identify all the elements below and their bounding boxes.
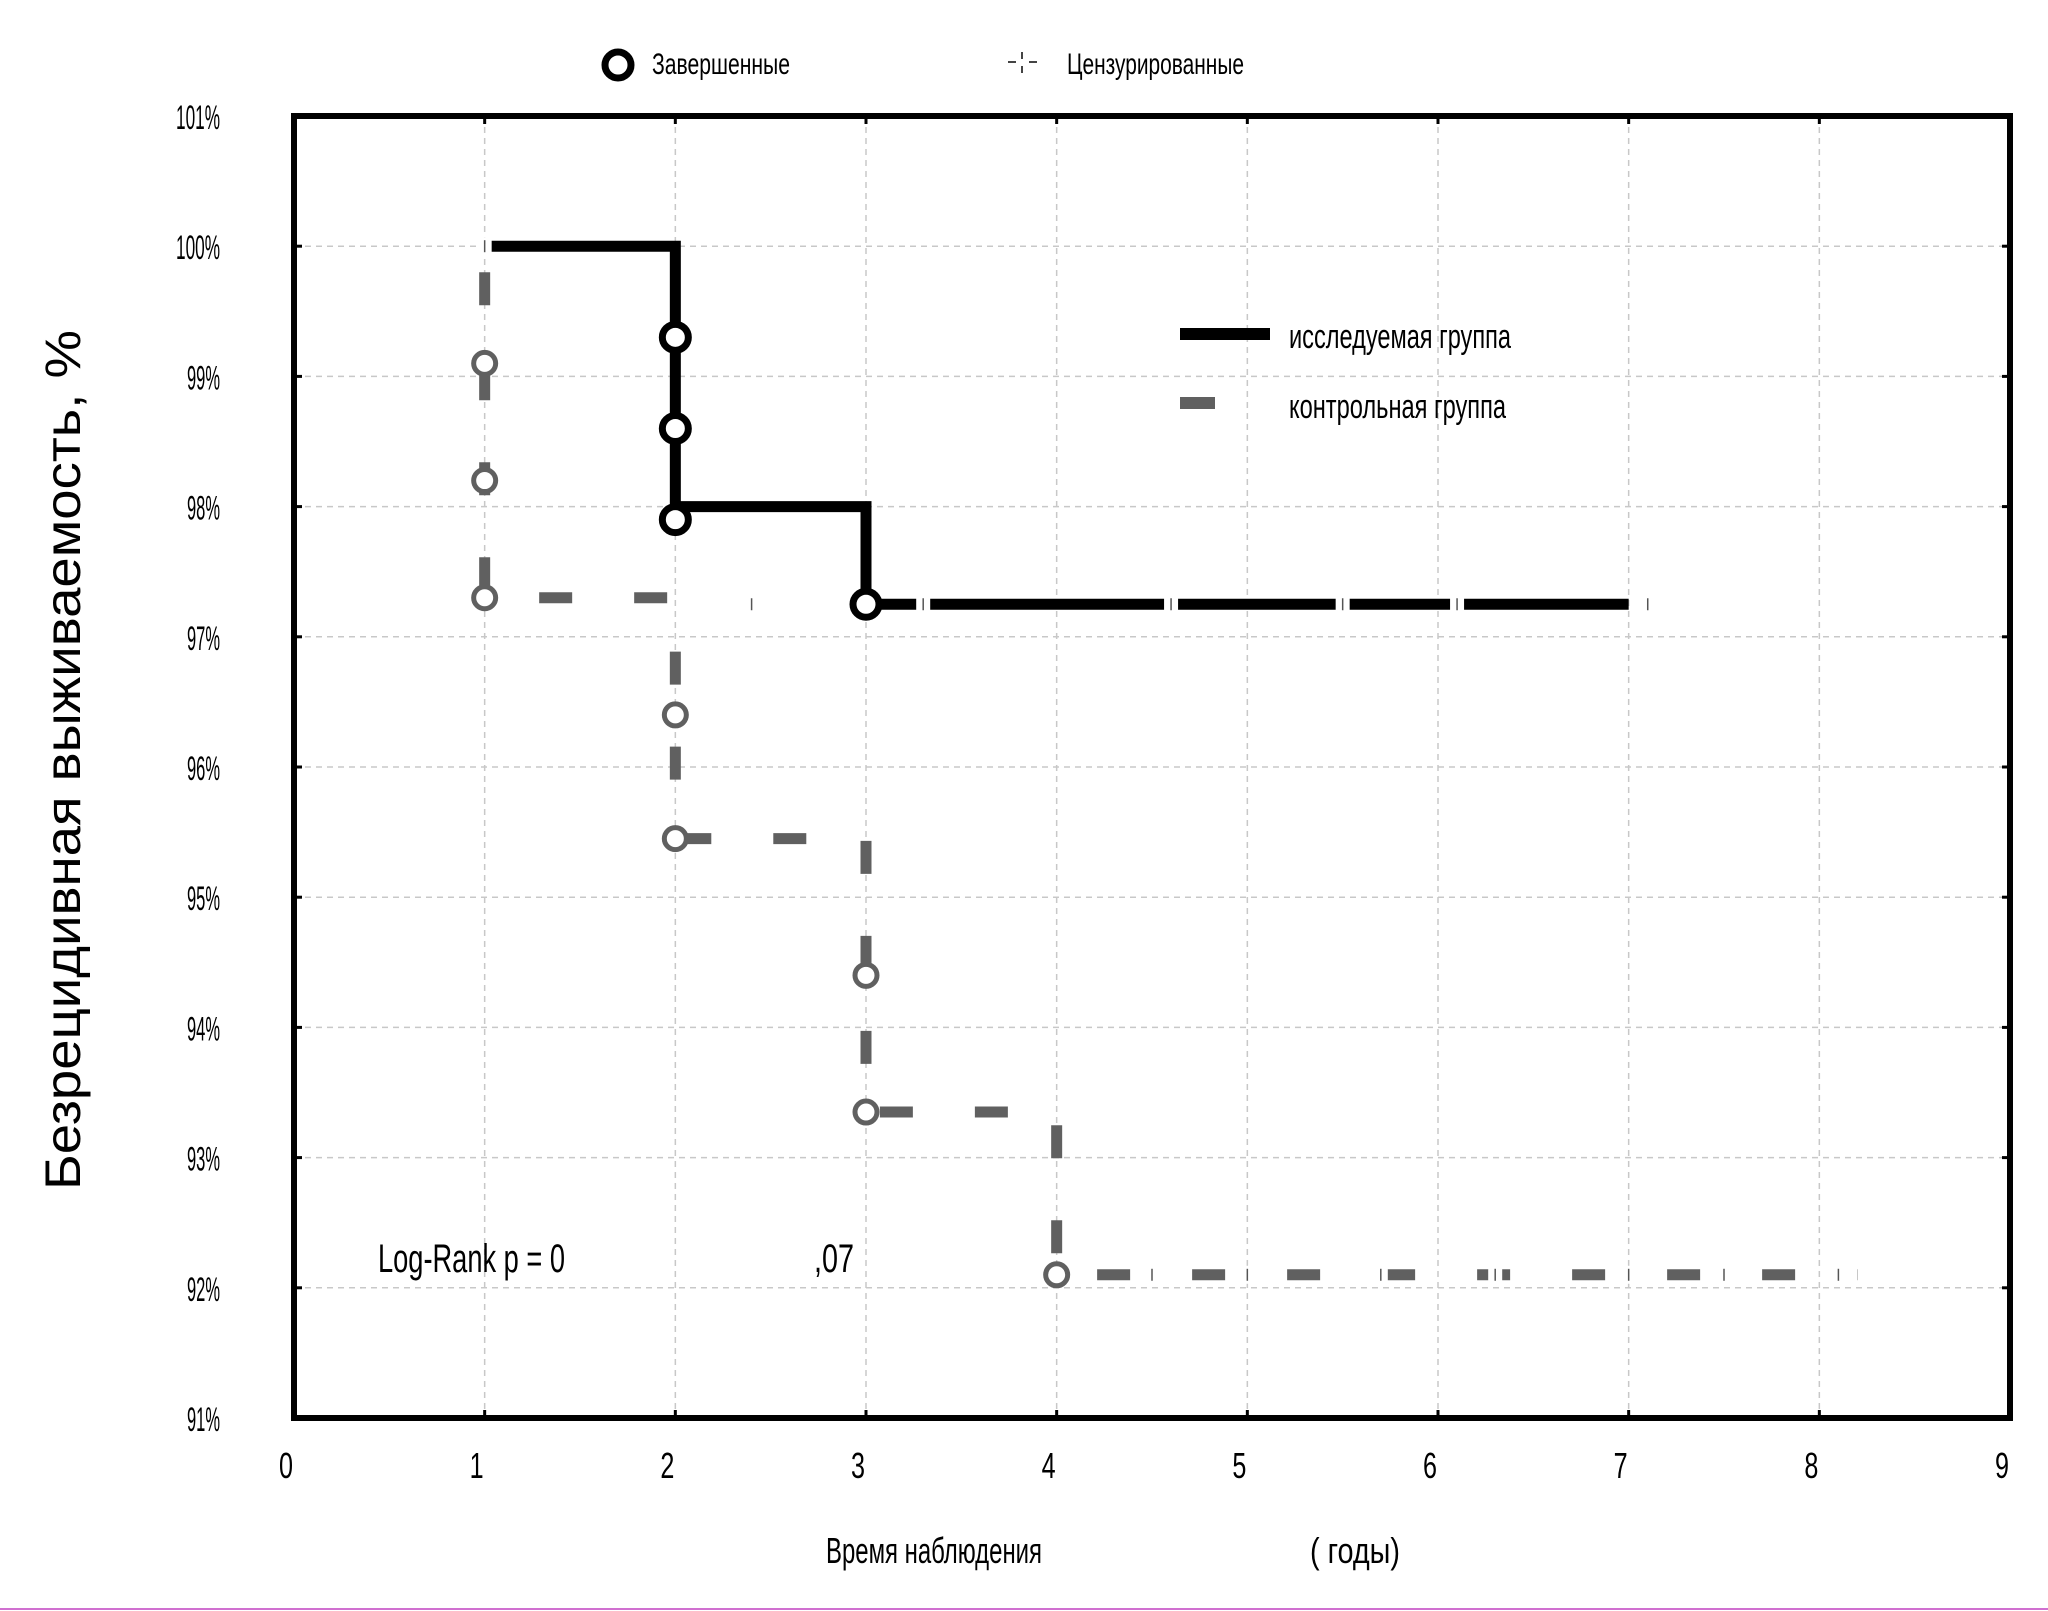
y-tick-label: 100%: [176, 229, 220, 267]
x-tick-label: 9: [1995, 1445, 2009, 1486]
completed-event-marker: [658, 320, 692, 354]
x-axis-ticks: 0 1 2 3 4 5 6 7 8 9: [279, 1445, 2009, 1486]
x-tick-label: 5: [1232, 1445, 1246, 1486]
bottom-border-line: [0, 1608, 2048, 1610]
completed-marker-icon: [601, 48, 635, 82]
y-tick-label: 101%: [176, 99, 220, 137]
series-layer: [471, 237, 1858, 1289]
x-axis-label: Время наблюдения: [826, 1530, 1042, 1571]
completed-event-marker: [661, 701, 689, 729]
y-axis-ticks: 91% 92% 93% 94% 95% 96% 97% 98% 99% 100% 101%: [176, 99, 220, 1439]
completed-event-marker: [471, 349, 499, 377]
log-rank-annotation: Log-Rank p = 0: [378, 1237, 565, 1281]
completed-event-marker: [658, 503, 692, 537]
y-tick-label: 99%: [187, 359, 220, 397]
y-tick-label: 93%: [187, 1141, 220, 1179]
completed-event-marker: [849, 587, 883, 621]
y-tick-label: 98%: [187, 490, 220, 528]
completed-event-marker: [1043, 1261, 1071, 1289]
study-group-legend-label: исследуемая группа: [1289, 318, 1511, 356]
y-tick-label: 97%: [187, 620, 220, 658]
censored-legend-label: Цензурированные: [1067, 48, 1244, 81]
x-tick-label: 4: [1042, 1445, 1056, 1486]
y-tick-label: 94%: [187, 1010, 220, 1048]
y-tick-label: 96%: [187, 750, 220, 788]
completed-event-marker: [471, 467, 499, 495]
series-line-control-group: [479, 272, 1858, 1281]
grid-lines: [291, 113, 2013, 1421]
y-tick-label: 91%: [187, 1401, 220, 1439]
x-tick-label: 2: [660, 1445, 674, 1486]
series-line-study-group: [484, 240, 1629, 610]
completed-event-marker: [658, 411, 692, 445]
x-axis-unit-label: ( годы): [1310, 1530, 1400, 1571]
completed-event-marker: [661, 825, 689, 853]
x-tick-label: 6: [1423, 1445, 1437, 1486]
y-tick-label: 92%: [187, 1271, 220, 1309]
plot-frame: [291, 113, 2013, 1421]
completed-event-marker: [471, 584, 499, 612]
marker-legend: Завершенные Цензурированные: [601, 48, 1244, 82]
censored-marker-icon: [1008, 52, 1037, 73]
series-legend: исследуемая группа контрольная группа: [1180, 318, 1511, 426]
completed-event-marker: [852, 1098, 880, 1126]
x-tick-label: 1: [470, 1445, 484, 1486]
y-axis-label: Безрецидивная выживаемость, %: [35, 330, 91, 1190]
x-tick-label: 7: [1614, 1445, 1628, 1486]
completed-legend-label: Завершенные: [652, 48, 790, 81]
log-rank-value: ,07: [814, 1237, 854, 1281]
x-tick-label: 3: [851, 1445, 865, 1486]
y-tick-label: 95%: [187, 880, 220, 918]
control-group-legend-label: контрольная группа: [1289, 388, 1506, 426]
completed-event-marker: [852, 961, 880, 989]
x-tick-label: 0: [279, 1445, 293, 1486]
x-tick-label: 8: [1804, 1445, 1818, 1486]
